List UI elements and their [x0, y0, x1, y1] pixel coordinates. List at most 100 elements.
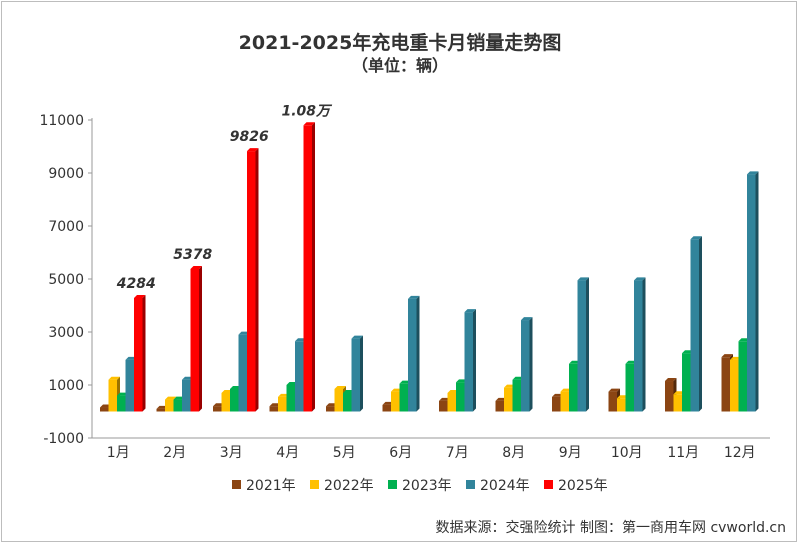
legend-swatch	[388, 480, 397, 489]
bar-front	[617, 398, 626, 412]
bar-front	[521, 320, 530, 412]
bar-top	[747, 171, 759, 175]
data-label: 5378	[173, 247, 212, 263]
bar-front	[391, 391, 400, 412]
bar-front	[512, 379, 521, 412]
bar-front	[156, 408, 165, 412]
bar-front	[399, 383, 408, 412]
bar-front	[295, 341, 304, 412]
bar-front	[173, 399, 182, 412]
bar-2025年-1月	[134, 294, 146, 412]
bar-top	[134, 294, 146, 298]
legend-item: 2021年	[232, 478, 296, 494]
bar-2024年-9月	[577, 277, 589, 412]
bar-top	[108, 376, 120, 380]
y-tick-label: 11000	[39, 113, 84, 129]
bar-front	[456, 382, 465, 412]
bar-front	[673, 394, 682, 412]
bar-front	[190, 268, 199, 412]
bar-2025年-4月	[303, 122, 315, 412]
bar-2025年-3月	[247, 148, 259, 412]
bar-front	[730, 359, 739, 412]
bar-top	[634, 277, 646, 281]
legend-item: 2023年	[388, 478, 452, 494]
bar-2024年-12月	[747, 171, 759, 412]
bar-front	[569, 363, 578, 412]
bar-top	[165, 396, 177, 400]
bar-top	[521, 317, 533, 321]
legend-item: 2022年	[310, 478, 374, 494]
bar-side	[642, 277, 646, 412]
legend-swatch	[310, 480, 319, 489]
bar-top	[247, 148, 259, 152]
bar-front	[134, 297, 143, 412]
bar-top	[190, 265, 202, 269]
bar-top	[608, 388, 620, 392]
x-tick-label: 10月	[611, 445, 643, 461]
x-tick-label: 4月	[276, 445, 299, 461]
bar-front	[278, 396, 287, 412]
bar-front	[738, 341, 747, 412]
bar-side	[255, 148, 259, 412]
bar-front	[351, 338, 360, 412]
bar-front	[343, 392, 352, 412]
bar-front	[238, 334, 247, 412]
bar-side	[529, 317, 533, 412]
bar-top	[690, 236, 702, 240]
bar-front	[625, 363, 634, 412]
bar-side	[699, 236, 702, 412]
chart-title: 2021-2025年充电重卡月销量走势图	[238, 32, 562, 54]
y-tick-label: 1000	[48, 378, 84, 394]
bar-front	[182, 379, 191, 412]
bar-front	[634, 280, 643, 412]
bar-side	[312, 122, 315, 412]
bar-front	[504, 387, 513, 412]
bar-top	[665, 378, 677, 382]
bar-front	[577, 280, 586, 412]
bar-front	[303, 125, 312, 412]
bar-2024年-8月	[521, 317, 533, 412]
data-label: 1.08万	[281, 103, 333, 119]
bar-front	[213, 406, 222, 412]
bar-front	[408, 298, 417, 412]
bar-front	[439, 400, 448, 412]
legend-item: 2025年	[544, 478, 608, 494]
legend-swatch	[544, 480, 553, 489]
bar-front	[165, 399, 174, 412]
y-tick-label: 9000	[48, 166, 84, 182]
bar-front	[665, 381, 674, 412]
bar-front	[108, 379, 117, 412]
x-tick-label: 1月	[107, 445, 130, 461]
y-tick-label: -1000	[43, 431, 84, 447]
bar-top	[577, 277, 589, 281]
x-tick-label: 12月	[724, 445, 756, 461]
bar-front	[230, 388, 239, 412]
y-tick-label: 5000	[48, 272, 84, 288]
bar-2024年-6月	[408, 295, 420, 412]
data-label: 9826	[230, 129, 269, 145]
bar-front	[682, 353, 691, 412]
bar-front	[100, 407, 109, 412]
bar-front	[286, 385, 295, 412]
bar-top	[464, 309, 476, 313]
bar-side	[473, 309, 476, 412]
bar-top	[334, 385, 346, 389]
legend-item: 2024年	[466, 478, 530, 494]
x-tick-label: 7月	[446, 445, 469, 461]
bar-side	[586, 277, 589, 412]
bar-2024年-5月	[351, 335, 363, 412]
bar-top	[303, 122, 315, 126]
bar-front	[690, 239, 699, 412]
x-tick-label: 3月	[220, 445, 243, 461]
legend-label: 2023年	[402, 478, 452, 494]
bar-front	[269, 406, 278, 412]
bar-front	[117, 395, 126, 412]
bar-front	[495, 400, 504, 412]
y-tick-label: 7000	[48, 219, 84, 235]
bar-side	[360, 335, 363, 412]
bar-side	[142, 294, 146, 412]
y-tick-label: 3000	[48, 325, 84, 341]
bar-side	[416, 295, 420, 412]
